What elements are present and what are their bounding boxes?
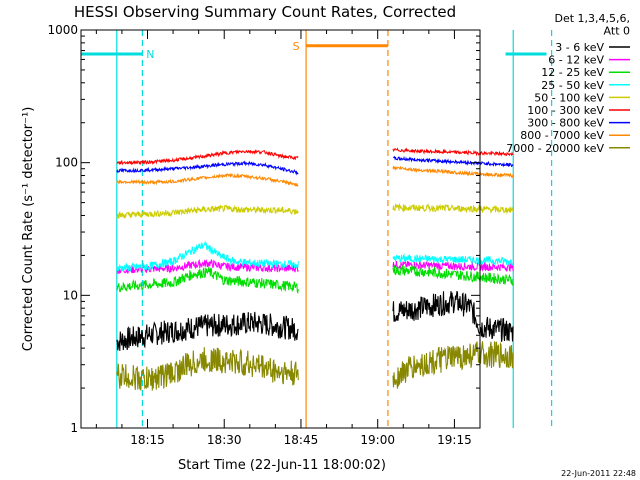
band-label-n: N <box>146 48 154 61</box>
y-tick-label: 10 <box>63 288 78 302</box>
series-line <box>116 204 299 219</box>
y-tick-label: 1000 <box>47 23 78 37</box>
x-tick-label: 18:30 <box>207 433 242 447</box>
legend-entry-label: 3 - 6 keV <box>555 41 604 54</box>
series-line <box>392 165 514 179</box>
series-line <box>116 240 299 273</box>
x-tick-label: 19:15 <box>437 433 472 447</box>
series-line <box>116 149 299 166</box>
legend-entry-label: 300 - 800 keV <box>527 117 604 130</box>
plot-frame <box>80 29 481 429</box>
x-tick-label: 19:00 <box>360 433 395 447</box>
legend-entry-label: 50 - 100 keV <box>534 91 604 104</box>
series-line <box>392 253 514 267</box>
series-line <box>116 311 299 351</box>
legend-header: Att 0 <box>604 25 630 38</box>
series-line <box>392 202 514 215</box>
y-tick-label: 1 <box>70 421 78 435</box>
band-label-s: S <box>293 40 300 53</box>
legend-entry-label: 12 - 25 keV <box>541 66 604 79</box>
legend-entry-label: 6 - 12 keV <box>548 54 604 67</box>
x-tick-label: 18:45 <box>284 433 319 447</box>
series-line <box>392 290 514 342</box>
y-axis-label: Corrected Count Rate (s⁻¹ detector⁻¹) <box>21 107 36 352</box>
legend-entry-label: 7000 - 20000 keV <box>506 142 604 155</box>
y-axis: 1 10 100 1000 <box>47 23 480 435</box>
x-axis-label: Start Time (22-Jun-11 18:00:02) <box>178 458 386 473</box>
series-line <box>116 172 299 188</box>
legend-entry-label: 800 - 7000 keV <box>520 129 604 142</box>
x-axis: 18:15 18:30 18:45 19:00 19:15 <box>95 30 481 447</box>
legend-header: Det 1,3,4,5,6, <box>554 12 630 25</box>
series-line <box>116 160 299 176</box>
chart-title: HESSI Observing Summary Count Rates, Cor… <box>74 3 456 21</box>
series-line <box>392 340 514 389</box>
series-line <box>392 264 514 286</box>
legend-entry-label: 25 - 50 keV <box>541 79 604 92</box>
plot-area: NS <box>81 30 553 428</box>
x-tick-label: 18:15 <box>130 433 165 447</box>
series-line <box>116 347 299 391</box>
series-line <box>392 147 513 157</box>
legend-entry-label: 100 - 300 keV <box>527 104 604 117</box>
y-tick-label: 100 <box>55 156 78 170</box>
series-line <box>116 267 299 295</box>
footer-timestamp: 22-Jun-2011 22:48 <box>561 469 636 478</box>
series-line <box>392 155 514 168</box>
series-line <box>116 258 299 275</box>
